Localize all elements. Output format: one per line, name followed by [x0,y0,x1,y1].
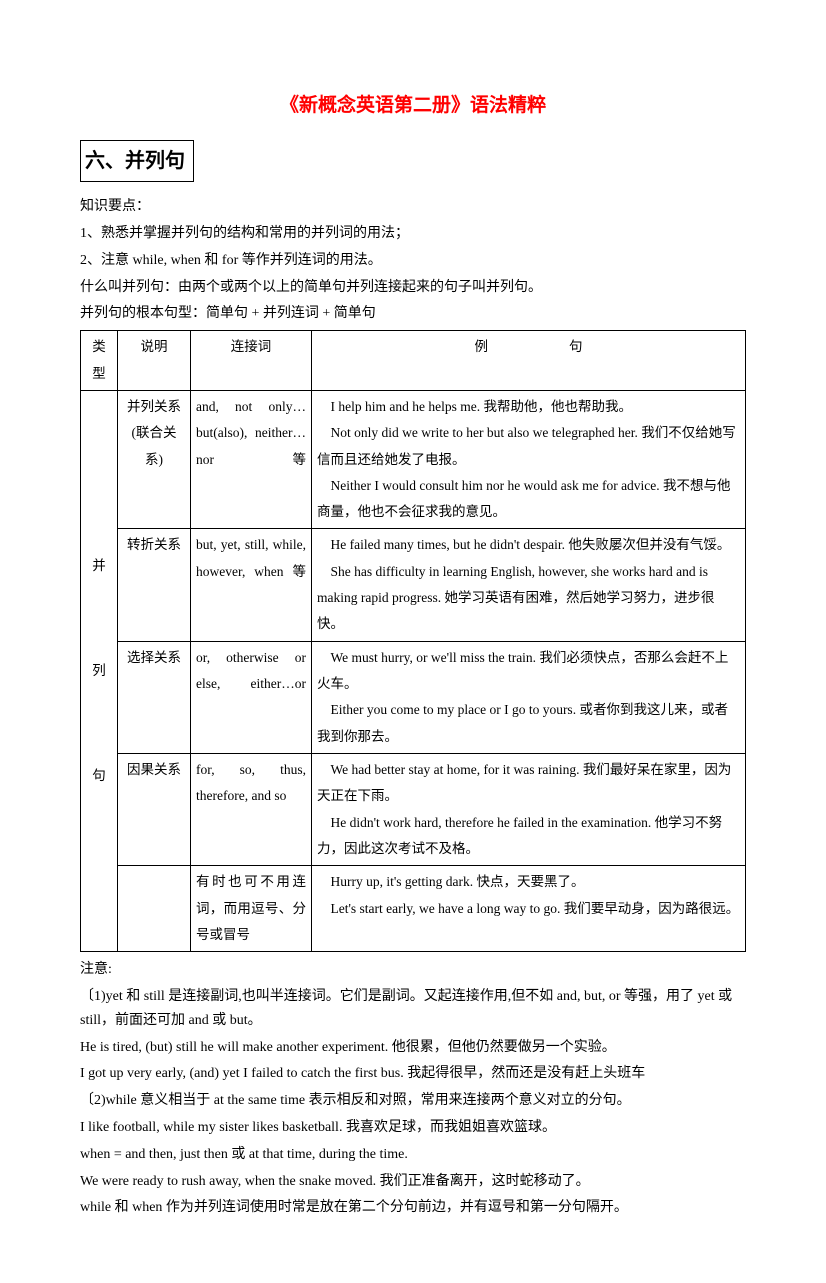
note-line: while 和 when 作为并列连词使用时常是放在第二个分句前边，并有逗号和第… [80,1196,746,1220]
header-conj: 连接词 [191,331,312,391]
intro-line: 并列句的根本句型：简单句 + 并列连词 + 简单句 [80,302,746,326]
table-row: 因果关系 for, so, thus, therefore, and so We… [81,753,746,865]
type-cell: 并 列 句 [81,390,118,951]
intro-line: 什么叫并列句：由两个或两个以上的简单句并列连接起来的句子叫并列句。 [80,276,746,300]
intro-line: 2、注意 while, when 和 for 等作并列连词的用法。 [80,249,746,273]
header-desc: 说明 [118,331,191,391]
desc-cell [118,866,191,952]
conj-cell: and, not only…but(also), neither…nor等 [191,390,312,529]
conj-cell: for, so, thus, therefore, and so [191,753,312,865]
example-cell: Hurry up, it's getting dark. 快点，天要黑了。 Le… [312,866,746,952]
desc-cell: 并列关系 (联合关系) [118,390,191,529]
desc-cell: 转折关系 [118,529,191,641]
note-line: 〔1)yet 和 still 是连接副词,也叫半连接词。它们是副词。又起连接作用… [80,985,746,1033]
intro-line: 1、熟悉并掌握并列句的结构和常用的并列词的用法； [80,222,746,246]
table-row: 转折关系 but, yet, still, while, however, wh… [81,529,746,641]
table-header-row: 类型 说明 连接词 例 句 [81,331,746,391]
page-title: 《新概念英语第二册》语法精粹 [80,90,746,122]
note-line: I got up very early, (and) yet I failed … [80,1062,746,1086]
conj-cell: but, yet, still, while, however, when 等 [191,529,312,641]
notes-heading: 注意: [80,958,746,982]
note-line: when = and then, just then 或 at that tim… [80,1143,746,1167]
conj-cell: or, otherwise or else, either…or [191,641,312,753]
note-line: We were ready to rush away, when the sna… [80,1170,746,1194]
table-row: 选择关系 or, otherwise or else, either…or We… [81,641,746,753]
table-row: 有时也可不用连词，而用逗号、分号或冒号 Hurry up, it's getti… [81,866,746,952]
desc-cell: 因果关系 [118,753,191,865]
header-example: 例 句 [312,331,746,391]
conj-cell: 有时也可不用连词，而用逗号、分号或冒号 [191,866,312,952]
intro-line: 知识要点： [80,195,746,219]
note-line: I like football, while my sister likes b… [80,1116,746,1140]
header-type: 类型 [81,331,118,391]
note-line: He is tired, (but) still he will make an… [80,1036,746,1060]
grammar-table: 类型 说明 连接词 例 句 并 列 句 并列关系 (联合关系) and, not… [80,330,746,952]
example-cell: He failed many times, but he didn't desp… [312,529,746,641]
example-cell: We had better stay at home, for it was r… [312,753,746,865]
table-row: 并 列 句 并列关系 (联合关系) and, not only…but(also… [81,390,746,529]
example-cell: I help him and he helps me. 我帮助他，他也帮助我。 … [312,390,746,529]
desc-cell: 选择关系 [118,641,191,753]
note-line: 〔2)while 意义相当于 at the same time 表示相反和对照，… [80,1089,746,1113]
document-page: 《新概念英语第二册》语法精粹 六、并列句 知识要点： 1、熟悉并掌握并列句的结构… [0,0,826,1283]
example-cell: We must hurry, or we'll miss the train. … [312,641,746,753]
section-heading: 六、并列句 [80,140,194,182]
